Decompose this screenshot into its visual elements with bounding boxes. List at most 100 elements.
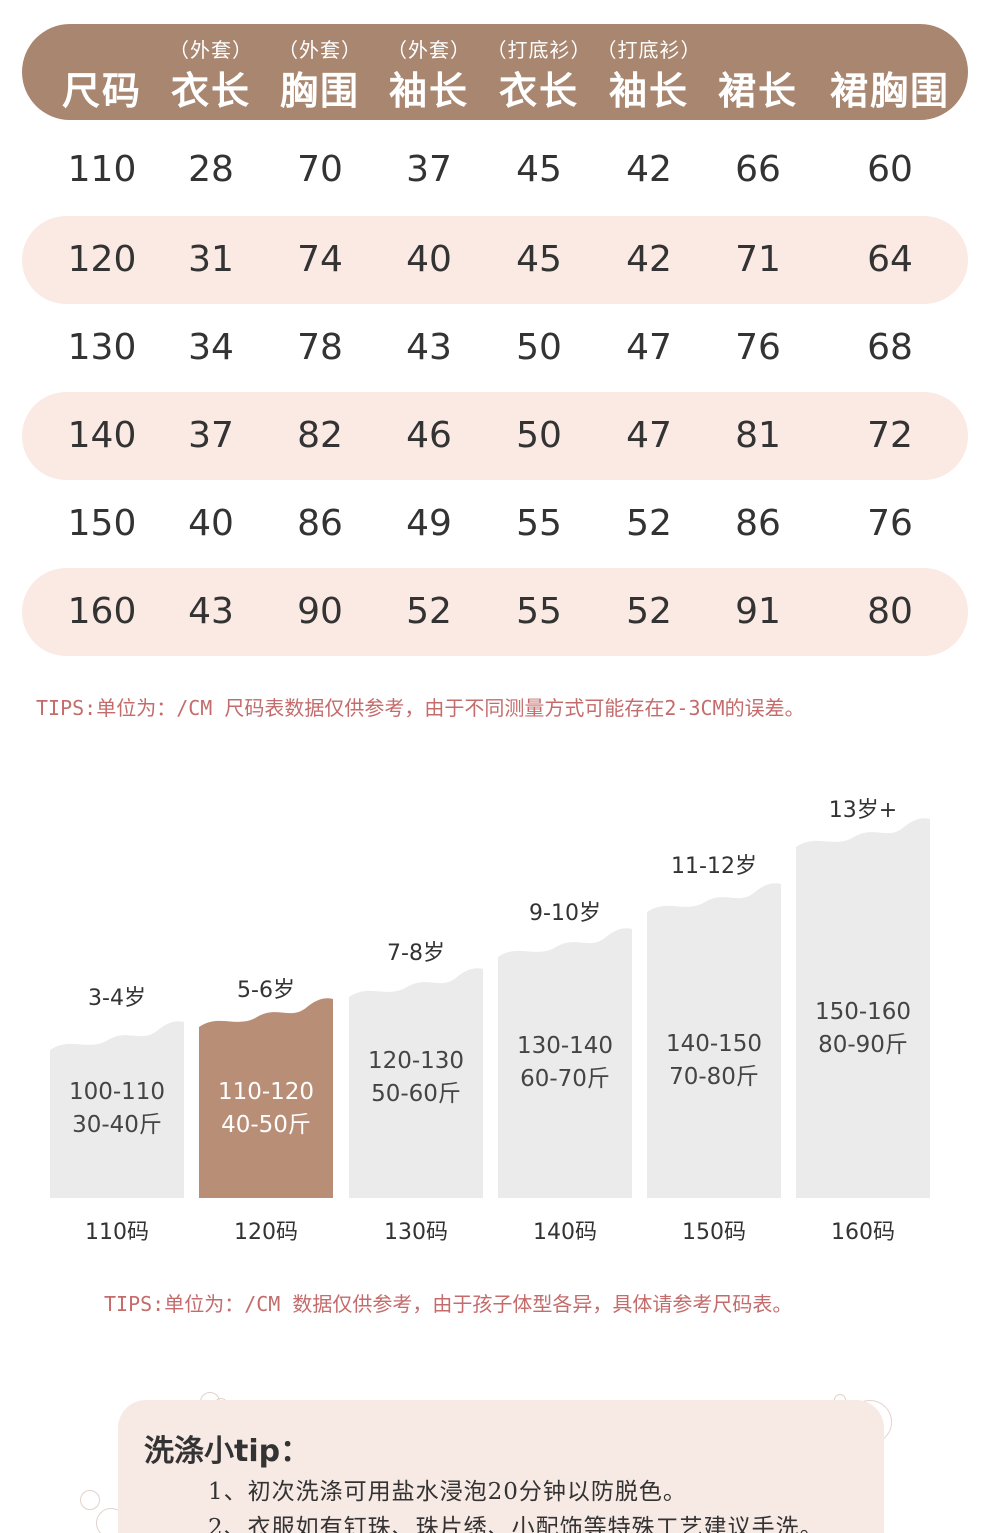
- age-label: 7-8岁: [387, 941, 445, 966]
- age-bar-range: 110-120 40-50斤: [199, 1076, 333, 1142]
- size-label: 110码: [85, 1220, 149, 1245]
- weight-range: 60-70斤: [520, 1066, 610, 1092]
- age-bar-shape: [50, 1021, 184, 1198]
- table-cell: 31: [188, 239, 234, 280]
- height-range: 130-140: [516, 1033, 614, 1059]
- column-header-main: 胸围: [279, 69, 360, 113]
- size-label: 150码: [682, 1220, 746, 1245]
- table-cell: 130: [67, 327, 137, 368]
- washing-tip-line: 1、初次洗涤可用盐水浸泡20分钟以防脱色。: [208, 1479, 687, 1505]
- age-label: 3-4岁: [88, 986, 146, 1011]
- age-bar: 140-150 70-80斤: [647, 880, 781, 1198]
- column-header-main: 尺码: [61, 69, 142, 113]
- table-cell: 64: [867, 239, 913, 280]
- table-cell: 52: [626, 503, 672, 544]
- column-header: 裙长: [698, 24, 818, 120]
- table-cell: 52: [626, 591, 672, 632]
- age-bar-shape: [647, 883, 781, 1198]
- table-cell: 45: [516, 239, 562, 280]
- table-cell: 86: [297, 503, 343, 544]
- table-cell: 72: [867, 415, 913, 456]
- table-cell: 43: [406, 327, 452, 368]
- washing-tip-line: 2、衣服如有钉珠、珠片绣、小配饰等特殊工艺建议手洗。: [208, 1515, 824, 1533]
- size-label: 120码: [234, 1220, 298, 1245]
- table-row: 140 37 82 46 50 47 81 72: [22, 392, 968, 480]
- table-cell: 76: [735, 327, 781, 368]
- table-cell: 34: [188, 327, 234, 368]
- table-cell: 28: [188, 149, 234, 190]
- table-cell: 49: [406, 503, 452, 544]
- table-cell: 40: [188, 503, 234, 544]
- table-cell: 40: [406, 239, 452, 280]
- column-header-main: 袖长: [388, 69, 469, 113]
- table-cell: 86: [735, 503, 781, 544]
- weight-range: 70-80斤: [669, 1064, 759, 1090]
- column-header: 尺码: [42, 24, 162, 120]
- column-header-main: 裙长: [717, 69, 798, 113]
- age-label: 11-12岁: [671, 854, 757, 879]
- height-range: 140-150: [665, 1031, 763, 1057]
- column-header-sub: （外套）: [169, 38, 253, 62]
- table-cell: 120: [67, 239, 137, 280]
- column-header: 裙胸围: [815, 24, 965, 120]
- age-bar: 130-140 60-70斤: [498, 925, 632, 1198]
- table-cell: 110: [67, 149, 137, 190]
- size-label: 140码: [533, 1220, 597, 1245]
- table-cell: 55: [516, 503, 562, 544]
- table-cell: 52: [406, 591, 452, 632]
- size-table-header: 尺码 （外套） 衣长 （外套） 胸围 （外套） 袖长 （打底衫） 衣长 （打底衫） 袖长 裙长 裙胸围: [22, 24, 968, 120]
- age-bar: 120-130 50-60斤: [349, 965, 483, 1198]
- table-cell: 78: [297, 327, 343, 368]
- table-cell: 47: [626, 415, 672, 456]
- table-row: 110 28 70 37 45 42 66 60: [22, 126, 968, 214]
- height-range: 100-110: [68, 1079, 166, 1105]
- age-label: 5-6岁: [237, 978, 295, 1003]
- weight-range: 80-90斤: [818, 1032, 908, 1058]
- weight-range: 40-50斤: [221, 1112, 311, 1138]
- table-cell: 140: [67, 415, 137, 456]
- table-row: 160 43 90 52 55 52 91 80: [22, 568, 968, 656]
- washing-tips-card: 洗涤小tip： 1、初次洗涤可用盐水浸泡20分钟以防脱色。 2、衣服如有钉珠、珠…: [118, 1400, 884, 1533]
- table-cell: 71: [735, 239, 781, 280]
- tips-age-chart: TIPS:单位为：/CM 数据仅供参考，由于孩子体型各异，具体请参考尺码表。: [104, 1292, 793, 1316]
- height-range: 110-120: [217, 1079, 315, 1105]
- age-bar-range: 150-160 80-90斤: [796, 996, 930, 1062]
- age-size-chart: 100-110 30-40斤 3-4岁 110码 110-120 40-50斤 5-6岁 12…: [0, 780, 990, 1260]
- column-header-sub: （外套）: [278, 38, 362, 62]
- table-cell: 42: [626, 149, 672, 190]
- table-cell: 82: [297, 415, 343, 456]
- height-range: 120-130: [367, 1048, 465, 1074]
- table-cell: 81: [735, 415, 781, 456]
- washing-tips-title: 洗涤小tip：: [144, 1434, 311, 1469]
- age-bar-shape: [199, 998, 333, 1198]
- column-header: （外套） 袖长: [369, 24, 489, 120]
- table-cell: 37: [188, 415, 234, 456]
- column-header: （外套） 胸围: [260, 24, 380, 120]
- column-header-main: 衣长: [498, 69, 579, 113]
- age-bar-shape: [796, 818, 930, 1198]
- height-range: 150-160: [814, 999, 912, 1025]
- age-bar-shape: [498, 928, 632, 1198]
- table-cell: 50: [516, 415, 562, 456]
- table-cell: 50: [516, 327, 562, 368]
- tips-size-table: TIPS:单位为：/CM 尺码表数据仅供参考，由于不同测量方式可能存在2-3CM…: [36, 696, 805, 720]
- column-header-main: 袖长: [608, 69, 689, 113]
- age-label: 13岁+: [828, 798, 898, 823]
- column-header-sub: （外套）: [387, 38, 471, 62]
- column-header: （打底衫） 袖长: [589, 24, 709, 120]
- age-bar-range: 100-110 30-40斤: [50, 1076, 184, 1142]
- age-bar-range: 130-140 60-70斤: [498, 1030, 632, 1096]
- table-cell: 74: [297, 239, 343, 280]
- table-cell: 91: [735, 591, 781, 632]
- table-cell: 68: [867, 327, 913, 368]
- table-cell: 66: [735, 149, 781, 190]
- size-label: 130码: [384, 1220, 448, 1245]
- bubble-decoration: [80, 1490, 100, 1510]
- size-label: 160码: [831, 1220, 895, 1245]
- table-cell: 37: [406, 149, 452, 190]
- table-row: 150 40 86 49 55 52 86 76: [22, 480, 968, 568]
- age-bar-range: 140-150 70-80斤: [647, 1028, 781, 1094]
- table-cell: 43: [188, 591, 234, 632]
- column-header-sub: （打底衫）: [596, 38, 702, 62]
- table-cell: 42: [626, 239, 672, 280]
